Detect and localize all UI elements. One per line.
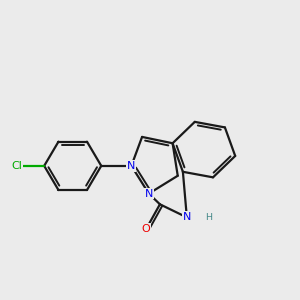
Text: H: H (205, 213, 212, 222)
Text: Cl: Cl (11, 161, 22, 171)
Text: N: N (183, 212, 191, 222)
Text: N: N (145, 189, 153, 199)
Text: N: N (183, 212, 191, 222)
Text: O: O (142, 224, 150, 234)
Text: N: N (127, 161, 136, 171)
